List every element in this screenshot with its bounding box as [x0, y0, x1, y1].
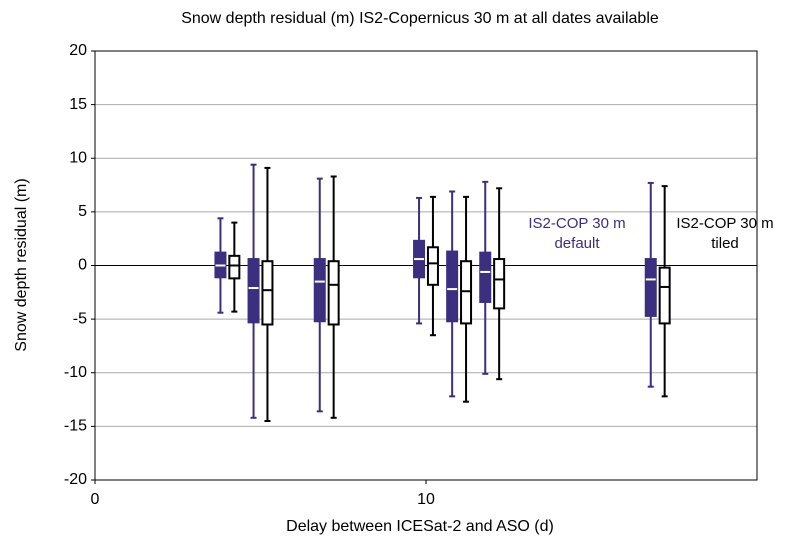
y-tick-label: 20 — [69, 42, 87, 59]
y-tick-label: -20 — [64, 471, 87, 488]
chart-title: Snow depth residual (m) IS2-Copernicus 3… — [181, 10, 659, 27]
box — [460, 260, 473, 325]
x-tick-label: 10 — [417, 491, 435, 508]
box — [658, 266, 671, 325]
y-tick-label: -15 — [64, 418, 87, 435]
box — [644, 258, 657, 317]
legend-entry: IS2-COP 30 m default — [528, 215, 626, 252]
box — [247, 258, 260, 324]
x-tick-label: 0 — [91, 491, 100, 508]
box — [426, 246, 439, 286]
box — [446, 250, 459, 323]
y-tick-label: -5 — [73, 310, 87, 327]
box — [228, 254, 241, 280]
x-axis-label: Delay between ICESat-2 and ASO (d) — [286, 518, 554, 535]
legend-entry: IS2-COP 30 m tiled — [676, 215, 774, 252]
y-tick-label: -10 — [64, 364, 87, 381]
y-tick-label: 10 — [69, 149, 87, 166]
y-tick-label: 0 — [78, 257, 87, 274]
y-tick-label: 5 — [78, 203, 87, 220]
y-tick-label: 15 — [69, 96, 87, 113]
box — [493, 258, 506, 310]
box — [327, 260, 340, 326]
plot-frame — [94, 50, 758, 481]
box — [479, 251, 492, 303]
box — [313, 258, 326, 323]
y-axis-label: Snow depth residual (m) — [13, 178, 30, 351]
box — [261, 260, 274, 326]
